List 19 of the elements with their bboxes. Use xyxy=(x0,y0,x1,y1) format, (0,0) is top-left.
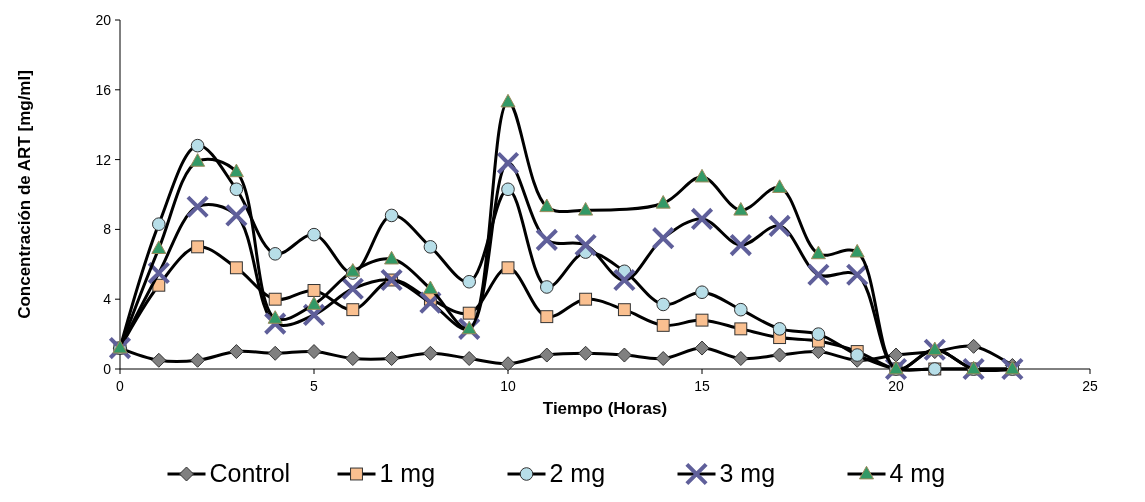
x-tick-label: 25 xyxy=(1082,378,1098,394)
y-axis-title: Concentración de ART [mg/ml] xyxy=(15,70,34,319)
y-tick-label: 4 xyxy=(103,291,112,308)
legend-label: 4 mg xyxy=(889,459,946,487)
legend-label: Control xyxy=(209,459,291,487)
x-tick-label: 10 xyxy=(500,378,516,394)
x-tick-label: 20 xyxy=(888,378,904,394)
legend-label: 2 mg xyxy=(549,459,606,487)
y-tick-label: 0 xyxy=(103,360,112,377)
x-axis-title: Tiempo (Horas) xyxy=(542,399,668,418)
y-tick-label: 12 xyxy=(95,151,112,168)
y-tick-label: 16 xyxy=(95,81,112,98)
legend-label: 3 mg xyxy=(719,459,776,487)
x-tick-label: 5 xyxy=(310,378,319,394)
x-tick-label: 15 xyxy=(694,378,710,394)
legend-label: 1 mg xyxy=(379,459,436,487)
y-tick-label: 20 xyxy=(95,11,112,28)
x-tick-label: 0 xyxy=(116,378,125,394)
y-tick-label: 8 xyxy=(103,221,112,238)
